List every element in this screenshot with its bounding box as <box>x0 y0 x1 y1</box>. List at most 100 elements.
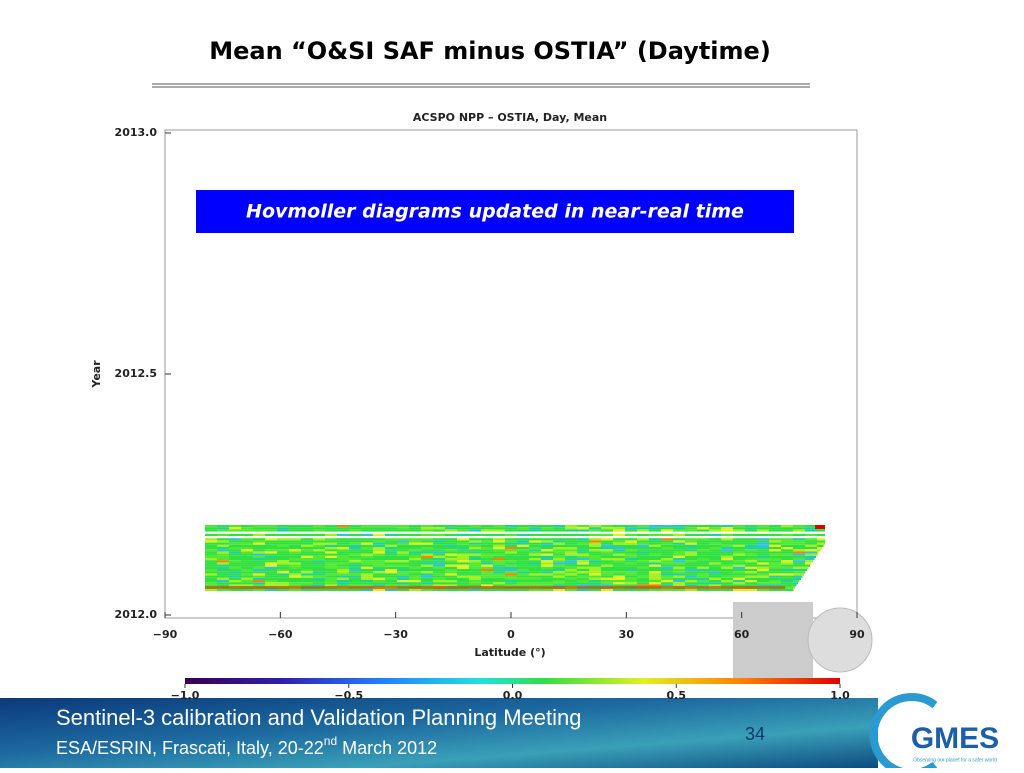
heat-cell <box>781 573 793 576</box>
heat-cell <box>289 560 301 563</box>
heat-cell <box>409 582 421 585</box>
heat-cell <box>325 558 337 561</box>
heat-cell <box>229 527 241 530</box>
heat-cell <box>805 560 813 563</box>
heat-cell <box>805 553 817 556</box>
heat-cell <box>553 549 565 552</box>
heat-cell <box>817 549 821 552</box>
heat-cell <box>541 558 553 561</box>
heat-cell <box>745 527 757 530</box>
heat-cell <box>217 527 229 530</box>
heat-cell <box>373 580 385 583</box>
heat-cell <box>217 564 229 567</box>
heat-cell <box>253 564 265 567</box>
heat-cell <box>421 542 433 545</box>
heat-cell <box>241 577 253 580</box>
heat-cell <box>277 525 289 528</box>
heat-cell <box>673 540 685 543</box>
heat-cell <box>409 544 421 547</box>
heat-cell <box>373 547 385 550</box>
heat-cell <box>709 584 721 587</box>
heat-cell <box>601 580 613 583</box>
aquarius-logo <box>733 602 813 678</box>
heat-cell <box>685 529 697 532</box>
heat-cell <box>697 582 709 585</box>
heat-cell <box>769 544 781 547</box>
heat-cell <box>517 555 529 558</box>
heat-cell <box>205 525 217 528</box>
heat-cell <box>433 577 445 580</box>
heat-cell <box>277 560 289 563</box>
heat-cell <box>565 549 577 552</box>
heat-cell <box>241 575 253 578</box>
heat-cell <box>409 547 421 550</box>
heat-cell <box>433 558 445 561</box>
heat-cell <box>529 558 541 561</box>
heat-cell <box>217 544 229 547</box>
heat-cell <box>313 566 325 569</box>
logo-tagline: Observing our planet for a safer world <box>913 757 997 763</box>
heat-cell <box>385 562 397 565</box>
heat-cell <box>769 547 781 550</box>
heat-cell <box>241 569 253 572</box>
heat-cell <box>445 560 457 563</box>
heat-cell <box>433 588 445 591</box>
heat-cell <box>349 527 361 530</box>
colorbar-tick-label: 1.0 <box>830 689 850 702</box>
heat-cell <box>613 533 625 536</box>
heat-cell <box>481 547 493 550</box>
heat-cell <box>373 564 385 567</box>
heat-cell <box>349 588 361 591</box>
heat-cell <box>769 538 781 541</box>
heat-cell <box>745 549 757 552</box>
heat-cell <box>613 538 625 541</box>
heat-cell <box>229 549 241 552</box>
heat-cell <box>349 569 361 572</box>
heat-cell <box>409 588 421 591</box>
heat-cell <box>481 562 493 565</box>
heat-cell <box>625 580 637 583</box>
heat-cell <box>601 533 613 536</box>
heat-cell <box>205 540 217 543</box>
heat-cell <box>673 558 685 561</box>
heat-cell <box>433 580 445 583</box>
heat-cell <box>205 542 217 545</box>
heat-cell <box>541 580 553 583</box>
heat-cell <box>769 564 781 567</box>
heat-cell <box>649 551 661 554</box>
heat-cell <box>229 544 241 547</box>
heat-cell <box>793 588 794 591</box>
heat-cell <box>229 569 241 572</box>
heat-cell <box>349 544 361 547</box>
heat-cell <box>577 527 589 530</box>
heat-cell <box>433 553 445 556</box>
heat-cell <box>805 569 807 572</box>
heat-cell <box>721 588 733 591</box>
heat-cell <box>613 551 625 554</box>
heat-cell <box>361 542 373 545</box>
heat-cell <box>313 540 325 543</box>
heat-cell <box>517 562 529 565</box>
heat-cell <box>637 560 649 563</box>
heat-cell <box>553 562 565 565</box>
heat-cell <box>541 566 553 569</box>
footer-text: ESA/ESRIN, Frascati, Italy, 20-22 <box>56 738 324 758</box>
heat-cell <box>661 580 673 583</box>
heat-cell <box>745 538 757 541</box>
heat-cell <box>409 569 421 572</box>
heat-cell <box>505 582 517 585</box>
heat-cell <box>265 553 277 556</box>
heat-cell <box>265 569 277 572</box>
heat-cell <box>445 555 457 558</box>
heat-cell <box>685 533 697 536</box>
heat-cell <box>229 560 241 563</box>
heat-cell <box>673 569 685 572</box>
heat-cell <box>217 571 229 574</box>
heat-cell <box>277 571 289 574</box>
heat-cell <box>685 566 697 569</box>
heat-cell <box>421 580 433 583</box>
heat-cell <box>481 569 493 572</box>
heat-cell <box>685 577 697 580</box>
heat-cell <box>361 533 373 536</box>
